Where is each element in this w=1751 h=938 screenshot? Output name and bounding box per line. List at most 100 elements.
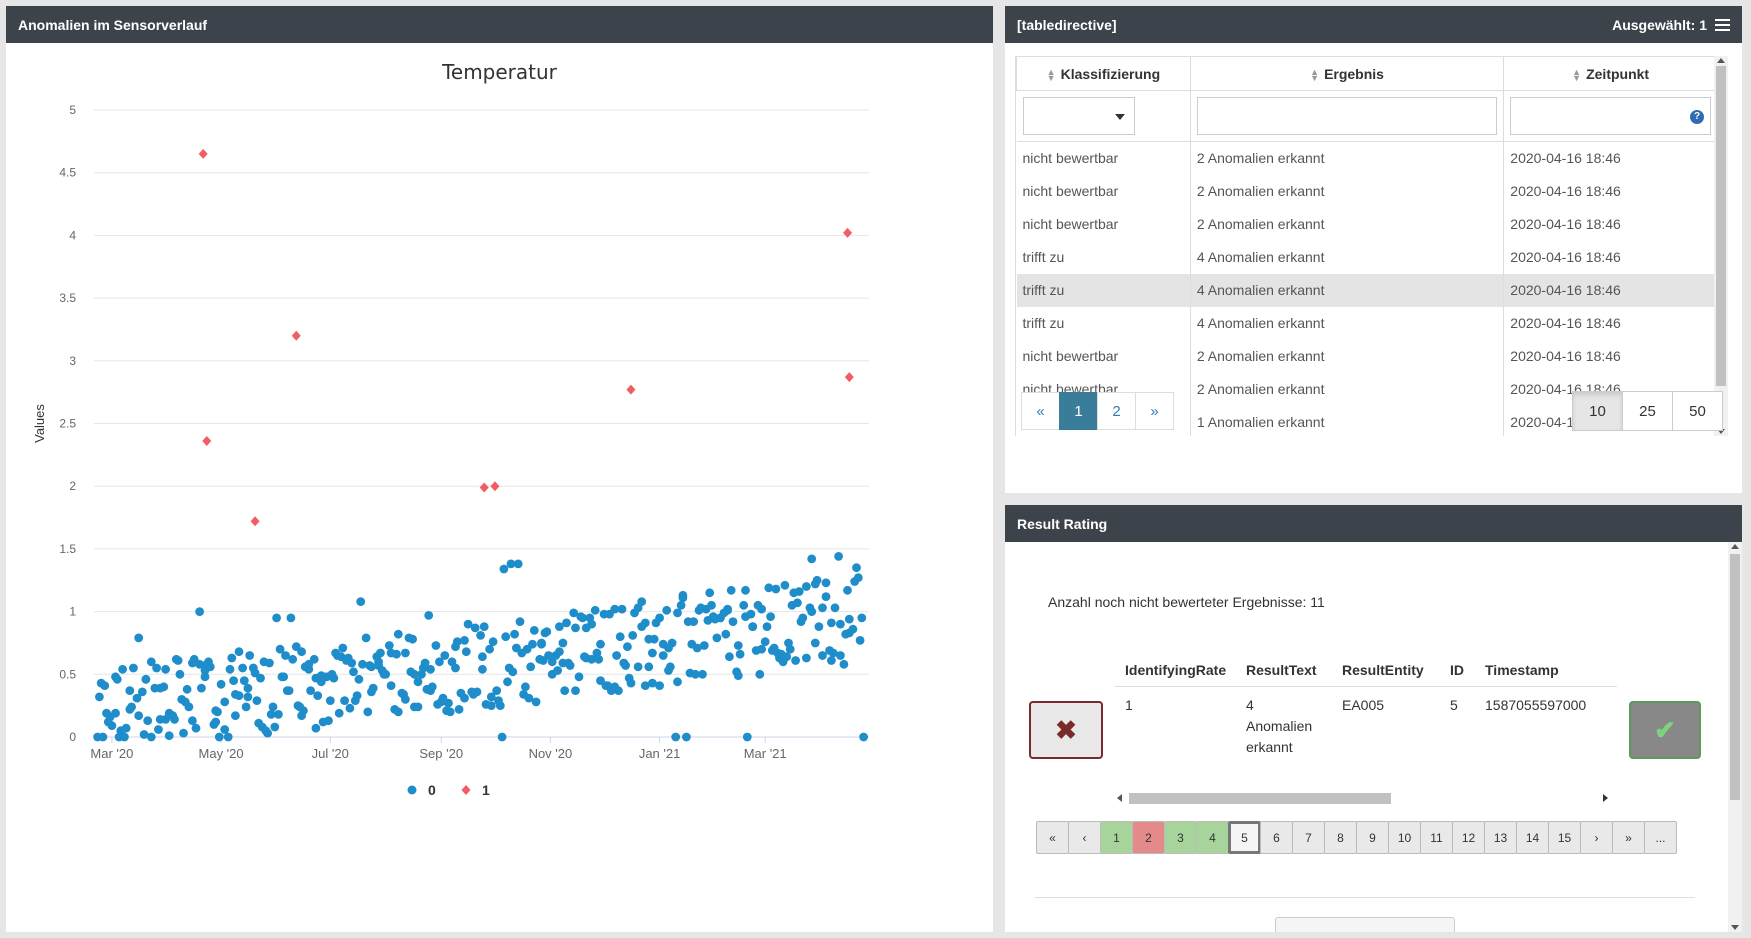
- chart-panel-title: Anomalien im Sensorverlauf: [18, 16, 208, 33]
- page-button-1[interactable]: 1: [1059, 392, 1098, 430]
- data-point-0: [159, 682, 169, 692]
- data-point-0: [299, 706, 308, 716]
- data-point-0: [410, 669, 419, 679]
- result-horizontal-scrollbar[interactable]: [1115, 791, 1610, 805]
- rating-page-11[interactable]: 11: [1420, 821, 1453, 854]
- page-size-50[interactable]: 50: [1672, 391, 1723, 431]
- rating-page-2[interactable]: 2: [1132, 821, 1165, 854]
- rating-vertical-scrollbar[interactable]: [1728, 542, 1742, 932]
- data-point-0: [565, 661, 575, 670]
- x-tick-label: Nov '20: [529, 746, 573, 761]
- column-header-klassifizierung[interactable]: ▲ ▼ Klassifizierung: [1016, 56, 1191, 91]
- legend-label-1: 1: [482, 782, 490, 798]
- page-next-button[interactable]: »: [1135, 392, 1174, 430]
- scroll-down-arrow-icon[interactable]: [1717, 429, 1725, 434]
- chart-panel-header: Anomalien im Sensorverlauf: [6, 6, 993, 43]
- reject-button[interactable]: ✖: [1029, 701, 1103, 759]
- page-size-25[interactable]: 25: [1622, 391, 1673, 431]
- accept-button[interactable]: ✔: [1629, 701, 1701, 759]
- table-row[interactable]: trifft zu 4 Anomalien erkannt 2020-04-16 1…: [1016, 240, 1717, 274]
- data-point-0: [485, 644, 494, 654]
- table-vertical-scrollbar[interactable]: [1714, 56, 1728, 436]
- page-prev-button[interactable]: «: [1021, 392, 1060, 430]
- table-row[interactable]: nicht bewertbar 2 Anomalien erkannt 2020-0…: [1016, 339, 1717, 373]
- column-header-ergebnis[interactable]: ▲ ▼ Ergebnis: [1189, 56, 1505, 91]
- table-panel-title: [tabledirective]: [1017, 16, 1117, 33]
- rating-panel: Result Rating Anzahl noch nicht bewertet…: [1005, 505, 1742, 932]
- data-point-0: [780, 580, 790, 590]
- table-row[interactable]: nicht bewertbar 2 Anomalien erkannt 2020-0…: [1016, 372, 1717, 406]
- y-tick-label: 1: [69, 605, 76, 619]
- data-point-0: [368, 683, 378, 693]
- table-row[interactable]: trifft zu 4 Anomalien erkannt 2020-04-16 1…: [1016, 306, 1717, 340]
- scroll-right-arrow-icon[interactable]: [1603, 794, 1608, 802]
- data-point-0: [623, 642, 632, 652]
- data-point-0: [712, 633, 722, 643]
- scroll-thumb[interactable]: [1716, 66, 1726, 386]
- data-point-0: [401, 648, 410, 658]
- rating-page-7[interactable]: 7: [1292, 821, 1325, 854]
- data-point-0: [626, 678, 636, 688]
- data-point-0: [173, 656, 183, 665]
- bottom-button[interactable]: [1275, 917, 1455, 932]
- scroll-thumb[interactable]: [1129, 793, 1391, 804]
- data-point-0: [152, 663, 162, 673]
- data-point-0: [726, 585, 736, 595]
- rating-page-6[interactable]: 6: [1260, 821, 1293, 854]
- rating-page-9[interactable]: 9: [1356, 821, 1389, 854]
- rating-page-nav-button[interactable]: ›: [1580, 821, 1613, 854]
- scroll-thumb[interactable]: [1730, 554, 1740, 800]
- klassifizierung-filter-select[interactable]: [1022, 97, 1135, 135]
- scroll-down-arrow-icon[interactable]: [1731, 925, 1739, 930]
- cell-ergebnis: 4 Anomalien erkannt: [1190, 240, 1505, 274]
- ergebnis-filter-input[interactable]: [1196, 97, 1498, 135]
- rating-page-5[interactable]: 5: [1228, 821, 1261, 854]
- rating-page-8[interactable]: 8: [1324, 821, 1357, 854]
- rating-page-15[interactable]: 15: [1548, 821, 1581, 854]
- page-size-10[interactable]: 10: [1572, 391, 1623, 431]
- y-tick-label: 4: [69, 228, 76, 242]
- table-row[interactable]: nicht bewertbar 2 Anomalien erkannt 2020-0…: [1016, 141, 1717, 175]
- data-point-0: [238, 663, 248, 673]
- data-point-1: [626, 384, 636, 395]
- rating-page-nav-button[interactable]: ‹: [1068, 821, 1101, 854]
- data-point-0: [843, 585, 852, 595]
- y-tick-label: 4.5: [59, 166, 76, 180]
- rating-page-nav-button[interactable]: ...: [1644, 821, 1677, 854]
- rating-page-1[interactable]: 1: [1100, 821, 1133, 854]
- rating-page-10[interactable]: 10: [1388, 821, 1421, 854]
- scroll-left-arrow-icon[interactable]: [1117, 794, 1122, 802]
- y-tick-label: 0.5: [59, 667, 76, 681]
- column-header-zeitpunkt[interactable]: ▲ ▼ Zeitpunkt: [1503, 56, 1717, 91]
- menu-icon[interactable]: [1715, 18, 1730, 31]
- rating-page-14[interactable]: 14: [1516, 821, 1549, 854]
- x-tick-label: Jul '20: [312, 746, 349, 761]
- rating-page-3[interactable]: 3: [1164, 821, 1197, 854]
- filter-row: ?: [1016, 90, 1717, 142]
- rating-page-4[interactable]: 4: [1196, 821, 1229, 854]
- scroll-up-arrow-icon[interactable]: [1717, 58, 1725, 63]
- data-point-0: [571, 623, 580, 633]
- cell-zeitpunkt: 2020-04-16 18:46: [1503, 273, 1717, 307]
- y-tick-label: 0: [69, 730, 76, 744]
- rating-page-nav-button[interactable]: »: [1612, 821, 1645, 854]
- rating-page-nav-button[interactable]: «: [1036, 821, 1069, 854]
- data-point-0: [596, 639, 605, 649]
- data-point-0: [476, 631, 485, 640]
- rating-page-12[interactable]: 12: [1452, 821, 1485, 854]
- page-button-2[interactable]: 2: [1097, 392, 1136, 430]
- scroll-up-arrow-icon[interactable]: [1731, 544, 1739, 549]
- selected-count: Ausgewählt: 1: [1612, 16, 1707, 33]
- data-point-0: [802, 653, 811, 663]
- cell-klassifizierung: nicht bewertbar: [1016, 141, 1191, 175]
- table-row[interactable]: trifft zu 4 Anomalien erkannt 2020-04-16 1…: [1016, 273, 1717, 307]
- cell-klassifizierung: trifft zu: [1016, 306, 1191, 340]
- rating-page-13[interactable]: 13: [1484, 821, 1517, 854]
- table-row[interactable]: nicht bewertbar 2 Anomalien erkannt 2020-0…: [1016, 174, 1717, 208]
- data-point-0: [263, 728, 272, 738]
- data-point-0: [836, 619, 845, 629]
- data-point-0: [633, 662, 643, 672]
- zeitpunkt-filter-input[interactable]: ?: [1510, 97, 1711, 135]
- help-icon[interactable]: ?: [1690, 110, 1704, 124]
- table-row[interactable]: nicht bewertbar 2 Anomalien erkannt 2020-0…: [1016, 207, 1717, 241]
